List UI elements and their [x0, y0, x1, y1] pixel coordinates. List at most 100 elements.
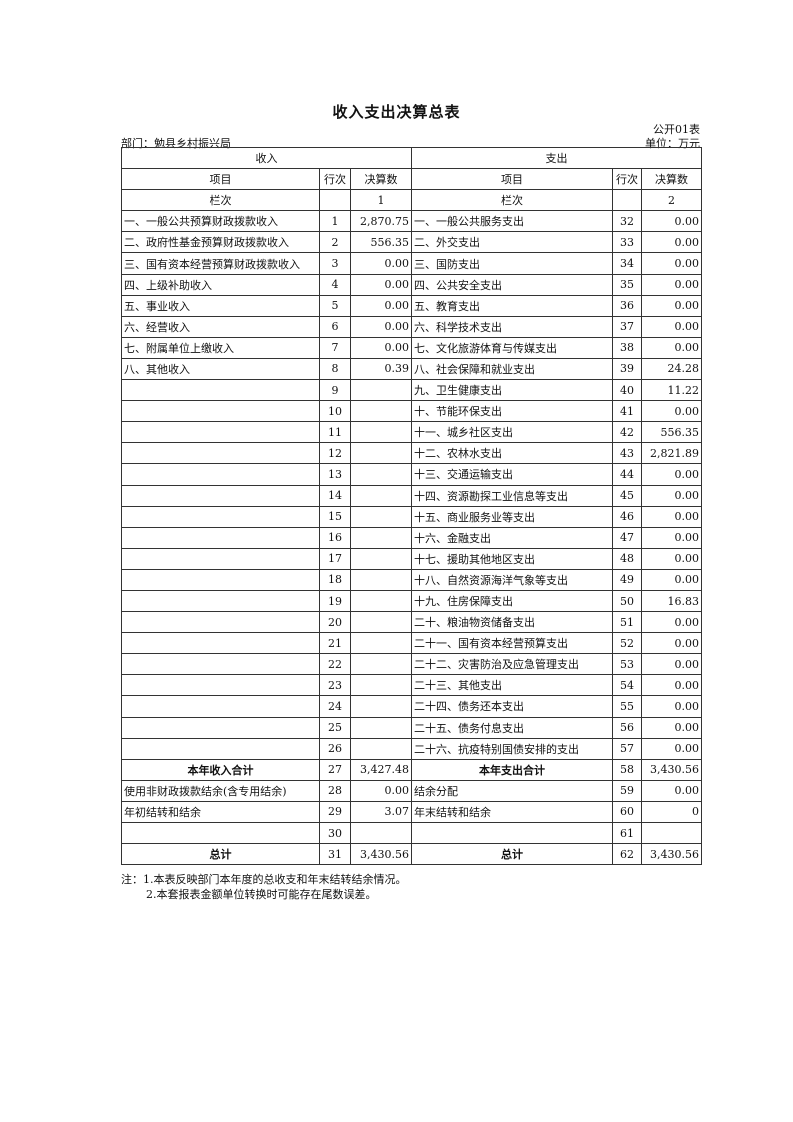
empty-cell: [612, 189, 642, 212]
expense-amount-cell: 0.00: [641, 632, 702, 655]
income-amount-header: 决算数: [350, 168, 412, 191]
income-item-cell: [121, 695, 320, 718]
expense-item-cell: 七、文化旅游体育与传媒支出: [411, 336, 613, 359]
income-item-cell: [121, 653, 320, 676]
income-row-no-cell: 2: [319, 231, 351, 254]
income-column-index: 1: [350, 189, 412, 212]
income-amount-cell: [350, 400, 412, 423]
income-amount-cell: [350, 526, 412, 549]
income-amount-cell: 0.00: [350, 273, 412, 296]
table-row: 年初结转和结余 29 3.07 年末结转和结余 60 0: [121, 800, 702, 824]
income-amount-cell: [350, 463, 412, 486]
expense-item-cell: 十七、援助其他地区支出: [411, 547, 613, 570]
income-amount-cell: [350, 379, 412, 402]
income-row-no-cell: 26: [319, 737, 351, 760]
expense-row-no-cell: 36: [612, 294, 642, 317]
expense-amount-cell: [641, 821, 702, 845]
note-1: 注：1.本表反映部门本年度的总收支和年末结转结余情况。: [121, 873, 407, 886]
income-amount-cell: [350, 674, 412, 697]
income-row-no-cell: 29: [319, 800, 351, 824]
income-amount-cell: [350, 611, 412, 634]
income-row-no-cell: 14: [319, 484, 351, 507]
income-row-no-cell: 18: [319, 568, 351, 591]
income-item-cell: 本年收入合计: [121, 758, 320, 781]
section-header-row: 收入 支出: [121, 146, 702, 170]
expense-row-no-cell: 43: [612, 442, 642, 465]
expense-item-cell: 十二、农林水支出: [411, 442, 613, 465]
income-item-cell: [121, 716, 320, 739]
expense-item-cell: 十六、金融支出: [411, 526, 613, 549]
income-row-no-cell: 3: [319, 252, 351, 275]
table-row: 30 61: [121, 821, 702, 845]
table-row: 18 十八、自然资源海洋气象等支出 49 0.00: [121, 568, 702, 591]
expense-row-no-cell: 60: [612, 800, 642, 824]
income-item-cell: [121, 547, 320, 570]
expense-amount-cell: 0.00: [641, 273, 702, 296]
unit-label: 单位：万元: [645, 137, 700, 150]
expense-row-no-cell: 50: [612, 589, 642, 613]
expense-amount-cell: 3,430.56: [641, 758, 702, 781]
income-row-no-cell: 23: [319, 674, 351, 697]
expense-item-cell: 三、国防支出: [411, 252, 613, 275]
expense-row-no-cell: 47: [612, 526, 642, 549]
table-row: 六、经营收入 6 0.00 六、科学技术支出 37 0.00: [121, 315, 702, 338]
income-item-cell: [121, 484, 320, 507]
income-row-no-cell: 12: [319, 442, 351, 465]
expense-row-no-cell: 49: [612, 568, 642, 591]
expense-amount-cell: 0.00: [641, 611, 702, 634]
income-amount-cell: [350, 589, 412, 613]
expense-item-cell: 总计: [411, 843, 613, 866]
income-amount-cell: [350, 716, 412, 739]
income-row-no-cell: 27: [319, 758, 351, 781]
table-row: 八、其他收入 8 0.39 八、社会保障和就业支出 39 24.28: [121, 357, 702, 381]
expense-amount-cell: 3,430.56: [641, 843, 702, 866]
expense-row-no-cell: 46: [612, 505, 642, 528]
expense-item-cell: 年末结转和结余: [411, 800, 613, 824]
expense-item-cell: 十三、交通运输支出: [411, 463, 613, 486]
expense-amount-cell: 0.00: [641, 737, 702, 760]
income-row-no-cell: 1: [319, 210, 351, 233]
income-item-cell: [121, 568, 320, 591]
income-item-cell: [121, 421, 320, 444]
income-row-no-cell: 8: [319, 357, 351, 381]
income-item-cell: 使用非财政拨款结余(含专用结余): [121, 779, 320, 802]
income-row-no-cell: 21: [319, 632, 351, 655]
income-item-cell: [121, 589, 320, 613]
expense-row-no-cell: 61: [612, 821, 642, 845]
income-amount-cell: 0.00: [350, 315, 412, 338]
expense-item-cell: 九、卫生健康支出: [411, 379, 613, 402]
table-row: 25 二十五、债务付息支出 56 0.00: [121, 716, 702, 739]
income-amount-cell: [350, 695, 412, 718]
income-item-cell: 二、政府性基金预算财政拨款收入: [121, 231, 320, 254]
table-row: 26 二十六、抗疫特别国债安排的支出 57 0.00: [121, 737, 702, 760]
income-item-cell: 三、国有资本经营预算财政拨款收入: [121, 252, 320, 275]
table-row: 四、上级补助收入 4 0.00 四、公共安全支出 35 0.00: [121, 273, 702, 296]
income-amount-cell: 0.00: [350, 294, 412, 317]
expense-amount-cell: 0.00: [641, 400, 702, 423]
income-amount-cell: 0.00: [350, 779, 412, 802]
income-amount-cell: [350, 632, 412, 655]
income-amount-cell: 0.00: [350, 252, 412, 275]
income-item-cell: 四、上级补助收入: [121, 273, 320, 296]
expense-item-cell: 四、公共安全支出: [411, 273, 613, 296]
income-row-no-cell: 22: [319, 653, 351, 676]
expense-item-cell: 十五、商业服务业等支出: [411, 505, 613, 528]
expense-amount-cell: 0.00: [641, 505, 702, 528]
income-amount-cell: [350, 653, 412, 676]
expense-amount-cell: 0.00: [641, 779, 702, 802]
income-item-cell: [121, 379, 320, 402]
income-item-cell: 总计: [121, 843, 320, 866]
form-code: 公开01表: [653, 123, 700, 136]
table-row: 24 二十四、债务还本支出 55 0.00: [121, 695, 702, 718]
table-row: 16 十六、金融支出 47 0.00: [121, 526, 702, 549]
income-row-no-cell: 4: [319, 273, 351, 296]
expense-item-cell: 二十、粮油物资储备支出: [411, 611, 613, 634]
income-row-no-cell: 28: [319, 779, 351, 802]
expense-amount-cell: 0.00: [641, 484, 702, 507]
expense-row-no-cell: 53: [612, 653, 642, 676]
expense-item-cell: 十九、住房保障支出: [411, 589, 613, 613]
table-row: 23 二十三、其他支出 54 0.00: [121, 674, 702, 697]
expense-row-no-cell: 52: [612, 632, 642, 655]
expense-item-cell: 五、教育支出: [411, 294, 613, 317]
expense-row-no-cell: 32: [612, 210, 642, 233]
